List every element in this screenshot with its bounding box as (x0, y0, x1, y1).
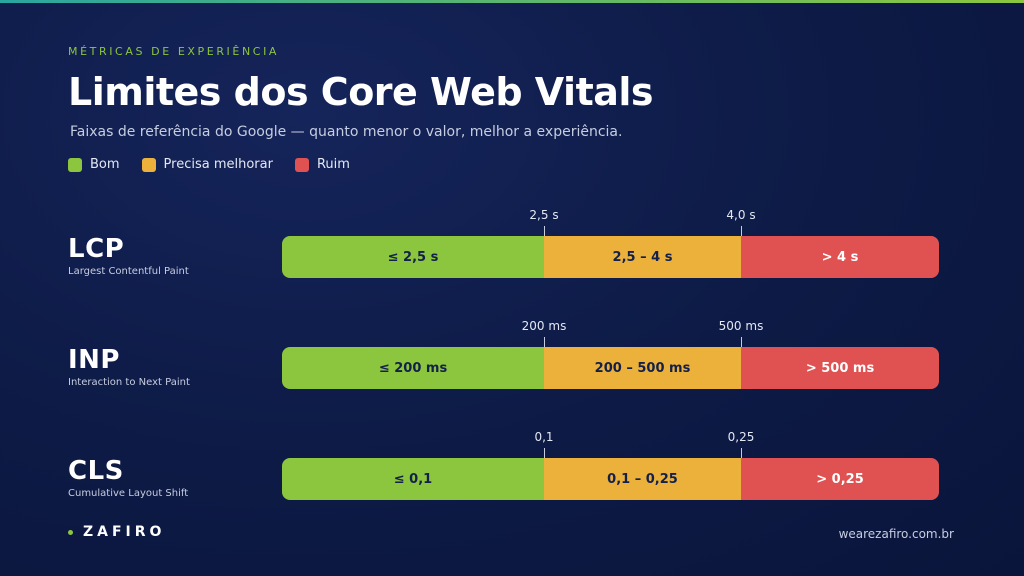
segment-needs-improvement: 2,5 – 4 s (544, 236, 741, 278)
brand-name: ZAFIRO (83, 524, 166, 540)
threshold-bar: ≤ 0,1 0,1 – 0,25 > 0,25 (282, 458, 939, 500)
legend-swatch-good (68, 157, 82, 172)
threshold-bar: ≤ 2,5 s 2,5 – 4 s > 4 s (282, 236, 939, 278)
segment-needs-improvement: 200 – 500 ms (544, 347, 741, 389)
brand-dot-icon (68, 529, 73, 535)
brand-logo: ZAFIRO (68, 524, 165, 540)
threshold-tick-high (741, 226, 742, 236)
legend-label-needs-improvement: Precisa melhorar (163, 157, 273, 172)
legend: Bom Precisa melhorar Ruim (68, 157, 350, 172)
threshold-tick-low (544, 448, 545, 458)
page-subtitle: Faixas de referência do Google — quanto … (70, 124, 623, 140)
segment-good: ≤ 200 ms (282, 347, 544, 389)
metric-lcp: LCP Largest Contentful Paint 2,5 s 4,0 s… (0, 205, 1024, 315)
legend-item-needs-improvement: Precisa melhorar (141, 157, 273, 172)
threshold-label-high: 0,25 (727, 430, 755, 444)
threshold-tick-high (741, 448, 742, 458)
segment-poor: > 0,25 (741, 458, 939, 500)
metric-description: Cumulative Layout Shift (68, 488, 189, 499)
legend-item-good: Bom (68, 157, 120, 172)
threshold-tick-low (544, 337, 545, 347)
metric-name: CLS (68, 456, 124, 486)
metric-name: LCP (68, 234, 125, 264)
page-title: Limites dos Core Web Vitals (68, 70, 654, 114)
legend-item-poor: Ruim (294, 157, 350, 172)
threshold-bar: ≤ 200 ms 200 – 500 ms > 500 ms (282, 347, 939, 389)
legend-swatch-needs-improvement (141, 157, 156, 172)
threshold-label-high: 500 ms (718, 319, 764, 333)
threshold-tick-high (741, 337, 742, 347)
threshold-label-low: 0,1 (534, 430, 554, 444)
threshold-label-high: 4,0 s (726, 208, 756, 222)
metric-name: INP (68, 345, 120, 375)
website-url: wearezafiro.com.br (838, 527, 954, 541)
threshold-label-low: 2,5 s (529, 208, 559, 222)
top-accent-bar (0, 0, 1024, 3)
segment-poor: > 4 s (741, 236, 939, 278)
metric-inp: INP Interaction to Next Paint 200 ms 500… (0, 316, 1024, 426)
eyebrow-label: MÉTRICAS DE EXPERIÊNCIA (68, 45, 280, 58)
legend-label-poor: Ruim (316, 157, 350, 172)
segment-needs-improvement: 0,1 – 0,25 (544, 458, 741, 500)
segment-poor: > 500 ms (741, 347, 939, 389)
legend-label-good: Bom (90, 157, 120, 172)
metric-description: Interaction to Next Paint (68, 377, 190, 388)
metric-cls: CLS Cumulative Layout Shift 0,1 0,25 ≤ 0… (0, 427, 1024, 537)
threshold-label-low: 200 ms (521, 319, 567, 333)
threshold-tick-low (544, 226, 545, 236)
metric-description: Largest Contentful Paint (68, 266, 189, 277)
segment-good: ≤ 0,1 (282, 458, 544, 500)
legend-swatch-poor (294, 157, 309, 172)
segment-good: ≤ 2,5 s (282, 236, 544, 278)
